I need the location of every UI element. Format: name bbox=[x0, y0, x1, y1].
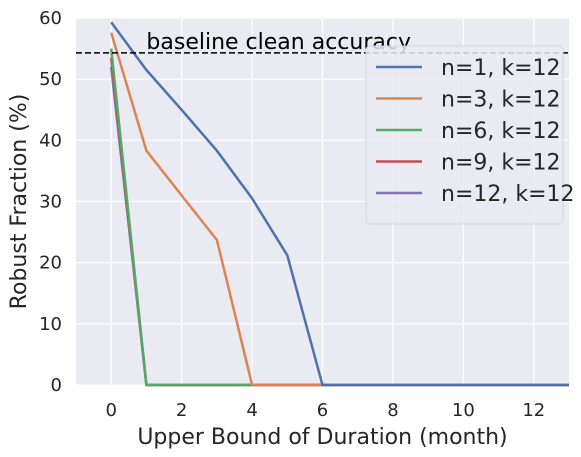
y-tick-label: 50 bbox=[39, 69, 62, 90]
y-tick-label: 0 bbox=[51, 375, 62, 396]
y-tick-labels: 0 10 20 30 40 50 60 bbox=[39, 8, 62, 396]
x-tick-label: 12 bbox=[522, 400, 545, 421]
x-tick-label: 8 bbox=[387, 400, 398, 421]
legend-label: n=6, k=12 bbox=[441, 119, 561, 144]
y-tick-label: 40 bbox=[39, 130, 62, 151]
y-tick-label: 20 bbox=[39, 253, 62, 274]
series-line bbox=[110, 21, 569, 387]
x-tick-label: 6 bbox=[317, 400, 328, 421]
x-tick-labels: 0 2 4 6 8 10 12 bbox=[105, 400, 545, 421]
legend-label: n=3, k=12 bbox=[441, 88, 561, 113]
y-tick-label: 60 bbox=[39, 8, 62, 29]
x-tick-label: 10 bbox=[452, 400, 475, 421]
legend-label: n=9, k=12 bbox=[441, 151, 561, 176]
y-axis-label: Robust Fraction (%) bbox=[7, 94, 32, 310]
x-tick-label: 2 bbox=[176, 400, 187, 421]
x-tick-label: 4 bbox=[246, 400, 257, 421]
y-tick-label: 10 bbox=[39, 314, 62, 335]
legend-label: n=12, k=12 bbox=[441, 182, 575, 207]
y-tick-label: 30 bbox=[39, 192, 62, 213]
x-axis-label: Upper Bound of Duration (month) bbox=[137, 425, 507, 450]
x-tick-label: 0 bbox=[105, 400, 116, 421]
series-lines bbox=[109, 21, 569, 387]
legend: n=1, k=12 n=3, k=12 n=6, k=12 n=9, k=12 n=12… bbox=[365, 45, 575, 225]
legend-box bbox=[365, 45, 564, 225]
legend-label: n=1, k=12 bbox=[441, 56, 561, 81]
